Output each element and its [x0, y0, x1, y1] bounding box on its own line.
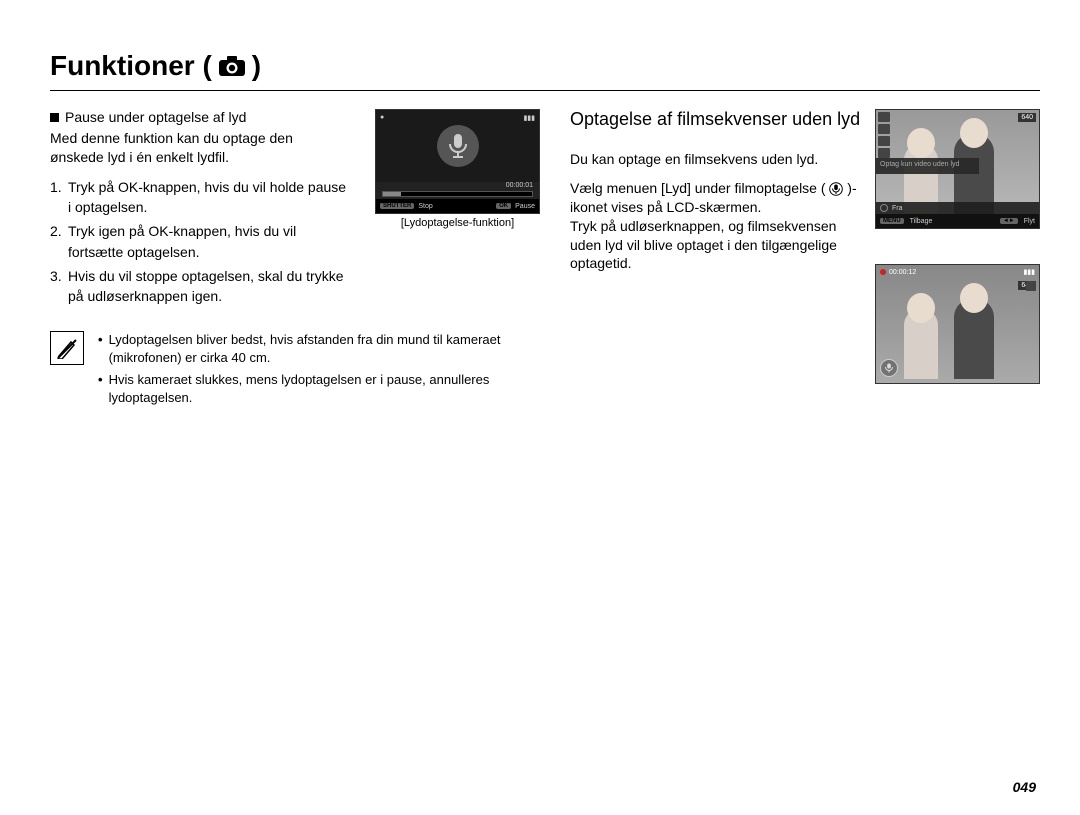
microphone-icon: [437, 125, 479, 167]
left-column: Pause under optagelse af lyd Med denne f…: [50, 109, 540, 411]
tip-text: Hvis kameraet slukkes, mens lydoptagelse…: [109, 371, 550, 407]
step-list: 1. Tryk på OK-knappen, hvis du vil holde…: [50, 177, 350, 307]
battery-icon: ▮▮▮: [523, 114, 535, 122]
shutter-action: Stop: [418, 203, 432, 210]
ok-action: Pause: [515, 203, 535, 210]
intro-text: Med denne funktion kan du optage den øns…: [50, 129, 350, 167]
resolution-badge: 640: [1018, 113, 1036, 122]
back-label: Tilbage: [910, 218, 933, 225]
move-label: Flyt: [1024, 218, 1035, 225]
p2: Vælg menuen [Lyd] under filmoptagelse ( …: [570, 179, 860, 217]
step-item: 3. Hvis du vil stoppe optagelsen, skal d…: [50, 266, 350, 307]
note-icon: [50, 331, 84, 365]
bullet-icon: •: [98, 371, 103, 407]
step-item: 1. Tryk på OK-knappen, hvis du vil holde…: [50, 177, 350, 218]
sub-heading-text: Pause under optagelse af lyd: [65, 109, 246, 125]
mute-indicator-icon: [880, 359, 898, 377]
mute-option-icon: [880, 204, 888, 212]
mute-mic-icon: [829, 182, 843, 196]
mic-status-icon: ●: [380, 114, 384, 122]
step-text: Hvis du vil stoppe optagelsen, skal du t…: [68, 266, 350, 307]
tip-item: • Hvis kameraet slukkes, mens lydoptagel…: [98, 371, 550, 407]
p3: Tryk på udløserknappen, og filmsekvensen…: [570, 217, 860, 274]
page-number: 049: [1013, 779, 1036, 795]
option-label: Fra: [892, 205, 903, 212]
page-title: Funktioner ( ): [50, 50, 1040, 91]
tip-list: • Lydoptagelsen bliver bedst, hvis afsta…: [98, 331, 550, 412]
rec-time: 00:00:12: [889, 269, 916, 276]
button-row: SHUTTER Stop OK Pause: [376, 199, 539, 213]
p1: Du kan optage en filmsekvens uden lyd.: [570, 150, 860, 169]
menu-overlay: Optag kun video uden lyd: [876, 158, 979, 174]
option-row: Fra: [876, 202, 1039, 214]
step-text: Tryk igen på OK-knappen, hvis du vil for…: [68, 221, 350, 262]
menu-title: Optag kun video uden lyd: [880, 161, 975, 168]
screenshot-caption: [Lydoptagelse-funktion]: [375, 217, 540, 229]
step-number: 1.: [50, 177, 68, 218]
square-bullet-icon: [50, 113, 59, 122]
camera-icon: [218, 55, 246, 77]
tip-item: • Lydoptagelsen bliver bedst, hvis afsta…: [98, 331, 550, 367]
move-key: ◄►: [1000, 218, 1018, 224]
progress-bar: [382, 191, 533, 197]
audio-recording-screenshot: ● ▮▮▮ 00:00:01 SHUTTER Stop O: [375, 109, 540, 214]
menu-screenshot: 640 Optag kun video uden lyd Fra MENU Ti…: [875, 109, 1040, 229]
battery-icon: ▮▮▮: [1023, 268, 1035, 276]
recording-screenshot: 00:00:12 ▮▮▮ 640: [875, 264, 1040, 384]
right-icon-strip: [1026, 281, 1036, 291]
ok-key-label: OK: [496, 203, 511, 209]
title-prefix: Funktioner (: [50, 50, 212, 82]
shutter-key-label: SHUTTER: [380, 203, 414, 209]
menu-key: MENU: [880, 218, 904, 224]
right-column: Optagelse af filmsekvenser uden lyd Du k…: [570, 109, 1040, 411]
recording-dot-icon: [880, 269, 886, 275]
step-number: 2.: [50, 221, 68, 262]
left-icon-strip: [878, 112, 890, 158]
bottom-bar: MENU Tilbage ◄► Flyt: [876, 214, 1039, 228]
title-suffix: ): [252, 50, 261, 82]
bullet-icon: •: [98, 331, 103, 367]
step-item: 2. Tryk igen på OK-knappen, hvis du vil …: [50, 221, 350, 262]
timer-value: 00:00:01: [506, 182, 533, 189]
tip-text: Lydoptagelsen bliver bedst, hvis afstand…: [109, 331, 550, 367]
tip-box: • Lydoptagelsen bliver bedst, hvis afsta…: [50, 331, 550, 412]
step-text: Tryk på OK-knappen, hvis du vil holde pa…: [68, 177, 350, 218]
step-number: 3.: [50, 266, 68, 307]
paragraph: Du kan optage en filmsekvens uden lyd. V…: [570, 150, 860, 273]
